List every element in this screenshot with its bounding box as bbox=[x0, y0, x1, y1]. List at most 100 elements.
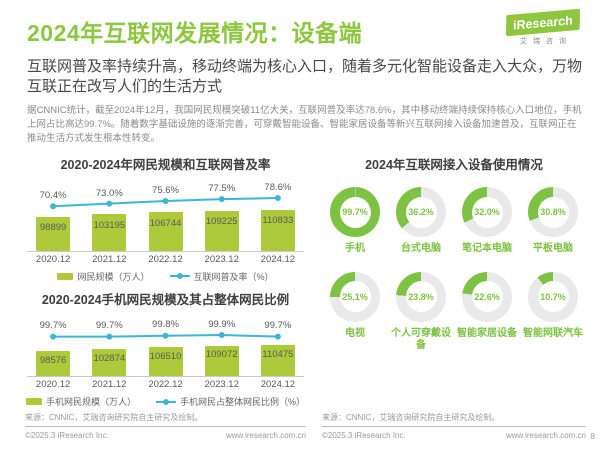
line-value-label: 78.6% bbox=[264, 182, 292, 194]
bar-2024.12 bbox=[260, 345, 295, 377]
bar-2020.12 bbox=[36, 351, 71, 377]
logo-brand: iResearch bbox=[513, 13, 573, 33]
chart1-title: 2020-2024年网民规模和互联网普及率 bbox=[60, 158, 271, 173]
bar-2022.12 bbox=[148, 212, 183, 251]
copyright-right: ©2025.3 iResearch Inc. bbox=[322, 431, 406, 441]
donut-percent: 22.6% bbox=[474, 291, 500, 302]
source-note-left: 来源：CNNIC，艾瑞咨询研究院自主研究及绘制。 bbox=[25, 413, 203, 423]
x-axis-line bbox=[27, 250, 304, 252]
donut-hole bbox=[471, 281, 503, 313]
chart2-plot: 98576 99.7% 102874 99.7% 106510 99.8% 109072 99… bbox=[25, 310, 306, 378]
left-column: 2020-2024年网民规模和互联网普及率 98899 70.4% 103195 73… bbox=[25, 152, 306, 440]
donut-hole bbox=[537, 281, 569, 313]
line-value-label: 70.4% bbox=[39, 190, 67, 202]
donut-hole bbox=[405, 281, 437, 313]
line-value-label: 99.7% bbox=[39, 320, 67, 332]
donut-ring: 22.6% bbox=[462, 271, 512, 322]
x-tick-label: 2024.12 bbox=[260, 253, 296, 265]
donut-grid: 99.7% 手机 36.2% 台式电脑 32.0% 笔记本电脑 30.8% 平板… bbox=[322, 183, 586, 353]
legend-line-series: 互联网普及率（%） bbox=[169, 270, 274, 283]
bar-value-label: 102874 bbox=[93, 352, 126, 364]
iresearch-logo: iResearch 艾瑞咨询 bbox=[504, 8, 582, 46]
logo-brand-cn: 艾瑞咨询 bbox=[520, 38, 572, 45]
source-note-right: 来源：CNNIC，艾瑞咨询研究院自主研究及绘制。 bbox=[322, 413, 500, 423]
bar-2024.12 bbox=[260, 209, 295, 251]
line-swatch-icon bbox=[156, 398, 176, 406]
donut-ring: 25.1% bbox=[330, 271, 380, 322]
donut-label: 智能家居设备 bbox=[457, 327, 517, 339]
device-donut-智能家居设备: 22.6% 智能家居设备 bbox=[456, 271, 518, 353]
page-subtitle: 互联网普及率持续升高，移动终端为核心入口，随着多元化智能设备走入大众，万物互联正… bbox=[27, 58, 583, 96]
legend-line-label: 手机网民占整体网民比例（%） bbox=[180, 397, 306, 408]
donut-hole bbox=[471, 196, 503, 228]
body-paragraph: 据CNNIC统计，截至2024年12月，我国网民规模突破11亿大关，互联网普及率… bbox=[27, 104, 582, 145]
bar-2021.12 bbox=[92, 214, 127, 251]
bar-value-label: 106510 bbox=[149, 350, 182, 362]
right-column: 2024年互联网接入设备使用情况 99.7% 手机 36.2% 台式电脑 32.… bbox=[322, 152, 586, 440]
donut-percent: 10.7% bbox=[540, 291, 566, 302]
bar-value-label: 106744 bbox=[149, 217, 182, 229]
donut-label: 平板电脑 bbox=[533, 243, 573, 255]
bar-2023.12 bbox=[204, 345, 239, 377]
donut-ring: 36.2% bbox=[396, 187, 446, 238]
bar-2023.12 bbox=[204, 210, 239, 251]
line-swatch-icon bbox=[169, 272, 190, 280]
website-right[interactable]: www.iresearch.com.cn bbox=[505, 431, 586, 441]
bar-value-label: 103195 bbox=[93, 219, 126, 231]
device-donut-智能网联汽车: 10.7% 智能网联汽车 bbox=[522, 271, 584, 353]
x-tick-label: 2020.12 bbox=[35, 379, 71, 391]
chart1-plot: 98899 70.4% 103195 73.0% 106744 75.6% 109225 77… bbox=[25, 175, 306, 252]
donut-label: 个人可穿戴设备 bbox=[391, 327, 451, 352]
bar-value-label: 109072 bbox=[205, 349, 238, 361]
legend-bar-label: 网民规模（万人） bbox=[77, 271, 150, 282]
donut-percent: 25.1% bbox=[342, 291, 368, 302]
line-value-label: 99.7% bbox=[264, 320, 292, 332]
line-value-label: 99.7% bbox=[95, 320, 123, 332]
donut-label: 台式电脑 bbox=[401, 243, 441, 255]
line-value-label: 77.5% bbox=[208, 183, 236, 195]
donut-ring: 32.0% bbox=[462, 187, 512, 238]
bar-swatch-icon bbox=[25, 398, 42, 406]
chart1-x-labels: 2020.12 2021.12 2022.12 2023.12 2024.12 bbox=[25, 254, 306, 265]
donut-percent: 30.8% bbox=[540, 207, 566, 218]
donut-ring: 30.8% bbox=[528, 187, 578, 238]
donut-percent: 36.2% bbox=[408, 207, 434, 218]
bar-value-label: 110833 bbox=[262, 215, 294, 227]
line-value-label: 75.6% bbox=[152, 185, 179, 197]
line-value-label: 99.9% bbox=[208, 318, 236, 330]
footer-left: ©2025.3 iResearch Inc. www.iresearch.com… bbox=[25, 426, 306, 440]
donut-ring: 23.8% bbox=[396, 271, 446, 322]
x-tick-label: 2023.12 bbox=[204, 253, 239, 265]
footer-right: ©2025.3 iResearch Inc. www.iresearch.com… bbox=[322, 426, 586, 440]
donut-label: 电视 bbox=[345, 327, 365, 339]
donut-percent: 99.7% bbox=[342, 207, 368, 218]
website-left[interactable]: www.iresearch.com.cn bbox=[225, 431, 306, 441]
bar-value-label: 98899 bbox=[39, 222, 67, 234]
device-donut-手机: 99.7% 手机 bbox=[324, 187, 386, 256]
line-value-label: 99.8% bbox=[152, 319, 179, 331]
bar-2021.12 bbox=[92, 349, 127, 377]
copyright-left: ©2025.3 iResearch Inc. bbox=[25, 431, 109, 441]
x-tick-label: 2021.12 bbox=[92, 379, 127, 391]
device-donut-笔记本电脑: 32.0% 笔记本电脑 bbox=[456, 187, 518, 256]
legend-bar-series: 网民规模（万人） bbox=[57, 270, 150, 283]
logo-plate: iResearch bbox=[506, 8, 580, 37]
donut-label: 智能网联汽车 bbox=[523, 327, 583, 339]
donut-hole bbox=[339, 281, 371, 313]
page-number: 8 bbox=[590, 431, 595, 441]
bar-value-label: 98576 bbox=[39, 354, 67, 366]
bar-value-label: 110475 bbox=[262, 348, 294, 360]
device-donut-台式电脑: 36.2% 台式电脑 bbox=[390, 187, 452, 256]
legend-bar-series: 手机网民规模（万人） bbox=[25, 395, 136, 408]
x-tick-label: 2020.12 bbox=[35, 253, 71, 265]
bar-2020.12 bbox=[36, 216, 71, 251]
chart2-x-labels: 2020.12 2021.12 2022.12 2023.12 2024.12 bbox=[25, 379, 306, 390]
donut-hole bbox=[405, 196, 437, 228]
donut-ring: 99.7% bbox=[330, 187, 380, 238]
x-tick-label: 2021.12 bbox=[92, 253, 127, 265]
page-title: 2024年互联网发展情况：设备端 bbox=[27, 20, 363, 46]
donut-chart-title: 2024年互联网接入设备使用情况 bbox=[365, 158, 543, 173]
donut-label: 笔记本电脑 bbox=[462, 243, 512, 255]
x-tick-label: 2022.12 bbox=[148, 379, 183, 391]
